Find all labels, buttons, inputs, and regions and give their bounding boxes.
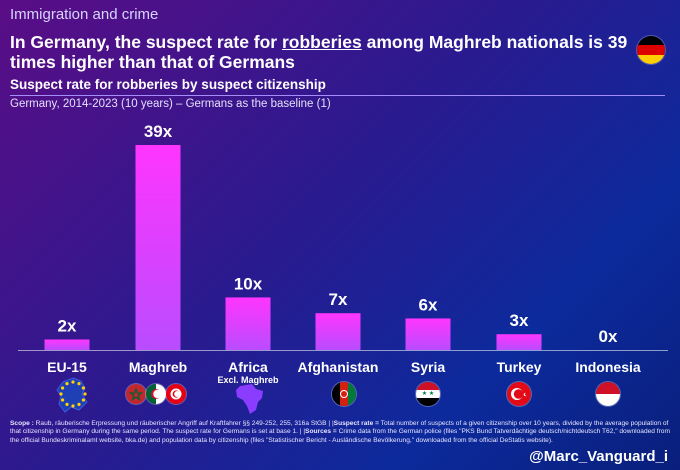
afghanistan-flag-icon <box>332 382 356 406</box>
baseline-rule <box>18 350 668 351</box>
morocco-flag-icon <box>126 384 146 404</box>
rate-label: Suspect rate = <box>333 420 379 427</box>
bar-syria <box>405 318 451 350</box>
germany-flag-icon <box>637 36 665 64</box>
africa-map-icon <box>236 384 263 414</box>
rate-text: Total number of suspects of a given citi… <box>10 420 669 436</box>
category-label: Africa <box>228 359 268 375</box>
turkey-flag-icon <box>507 382 531 406</box>
bar-maghreb <box>135 145 181 350</box>
category-label: Indonesia <box>575 359 641 375</box>
headline-part1: In Germany, the suspect rate for <box>10 32 282 52</box>
scope-label: Scope : <box>10 420 34 427</box>
sources-text: Crime data from the German police (files… <box>10 428 670 444</box>
sources-label: Sources = <box>305 428 337 436</box>
value-label: 10x <box>234 274 263 293</box>
syria-flag-icon: ★ ★ <box>416 382 440 406</box>
footer-notes: Scope : Raub, räuberische Erpressung und… <box>10 420 670 445</box>
tunisia-flag-icon <box>166 384 186 404</box>
category-label: Syria <box>411 359 445 375</box>
category-label: Turkey <box>497 359 542 375</box>
kicker: Immigration and crime <box>10 6 159 23</box>
category-label: EU-15 <box>47 359 87 375</box>
bar-africa <box>225 297 271 350</box>
title-divider <box>10 95 665 96</box>
headline-part2: among Maghreb nationals is 39 times high… <box>10 32 628 72</box>
chart-subtitle: Germany, 2014-2023 (10 years) – Germans … <box>10 98 331 110</box>
chart-title: Suspect rate for robberies by suspect ci… <box>10 77 326 92</box>
category-label: Maghreb <box>129 359 187 375</box>
value-label: 0x <box>599 327 618 346</box>
scope-text: Raub, räuberische Erpressung und räuberi… <box>33 420 334 427</box>
value-label: 39x <box>144 122 173 141</box>
value-label: 2x <box>58 316 77 335</box>
bar-afghanistan <box>315 313 361 350</box>
author-handle: @Marc_Vanguard_i <box>529 448 668 465</box>
headline-emphasis: robberies <box>281 32 362 52</box>
bar-turkey <box>496 334 542 350</box>
eu-map-icon <box>56 377 88 413</box>
category-sublabel: Excl. Maghreb <box>217 375 279 385</box>
value-label: 7x <box>329 290 348 309</box>
headline: In Germany, the suspect rate for robberi… <box>10 32 630 72</box>
algeria-flag-icon <box>146 384 166 404</box>
bar-eu-15 <box>44 339 90 350</box>
indonesia-flag-icon <box>596 382 620 406</box>
value-label: 6x <box>419 295 438 314</box>
value-label: 3x <box>510 311 529 330</box>
category-label: Afghanistan <box>298 359 379 375</box>
